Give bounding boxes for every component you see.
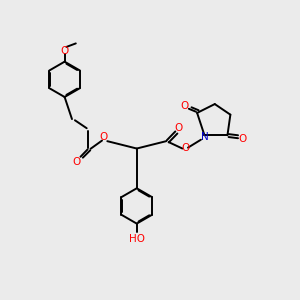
Text: O: O xyxy=(61,46,69,56)
Text: O: O xyxy=(238,134,246,144)
Text: O: O xyxy=(181,143,189,153)
Text: O: O xyxy=(175,123,183,133)
Text: O: O xyxy=(99,132,108,142)
Text: O: O xyxy=(180,101,188,111)
Text: O: O xyxy=(72,157,80,167)
Text: HO: HO xyxy=(129,234,145,244)
Text: N: N xyxy=(201,132,209,142)
